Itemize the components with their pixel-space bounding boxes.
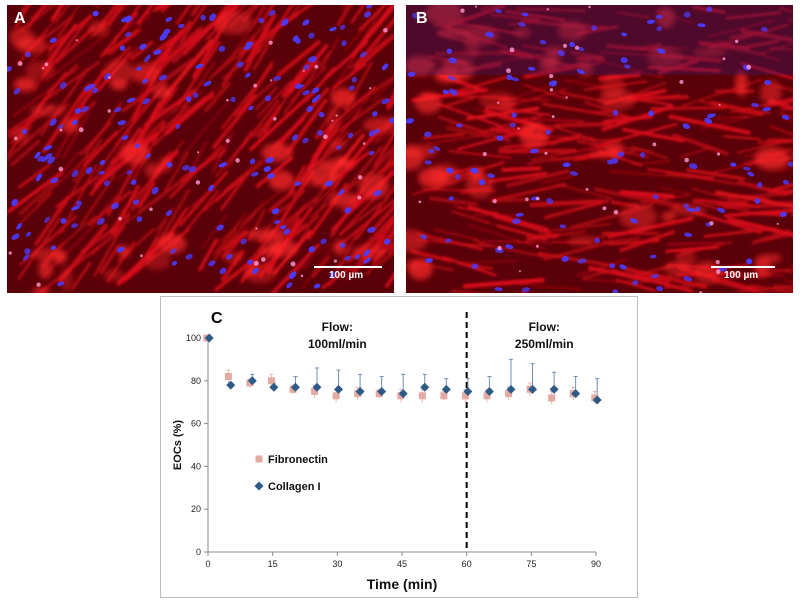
data-point bbox=[550, 385, 559, 394]
scale-label-b: 100 µm bbox=[724, 270, 758, 281]
y-tick-label: 100 bbox=[186, 333, 201, 343]
scale-bar-a bbox=[314, 266, 382, 268]
flow-annotation-title-1: Flow: bbox=[322, 320, 353, 334]
scale-label-a: 100 µm bbox=[329, 270, 363, 281]
x-tick-label: 30 bbox=[332, 559, 342, 569]
micrograph-panel-b: B 100 µm bbox=[406, 5, 793, 293]
data-point bbox=[548, 394, 555, 401]
data-point bbox=[225, 373, 232, 380]
y-tick-label: 20 bbox=[191, 504, 201, 514]
y-tick-label: 60 bbox=[191, 419, 201, 429]
x-tick-label: 60 bbox=[462, 559, 472, 569]
micrograph-a-image bbox=[7, 5, 394, 293]
flow-annotation-rate-1: 100ml/min bbox=[308, 337, 367, 351]
y-tick-label: 80 bbox=[191, 376, 201, 386]
legend-marker bbox=[255, 482, 264, 491]
y-axis-label: EOCs (%) bbox=[172, 420, 184, 470]
panel-a-letter: A bbox=[14, 10, 26, 28]
data-point bbox=[226, 381, 235, 390]
x-axis-label: Time (min) bbox=[367, 576, 438, 592]
data-point bbox=[420, 383, 429, 392]
panel-c-letter: C bbox=[211, 310, 223, 327]
x-tick-label: 90 bbox=[591, 559, 601, 569]
y-tick-label: 40 bbox=[191, 461, 201, 471]
legend-label: Fibronectin bbox=[268, 454, 328, 466]
x-tick-label: 75 bbox=[526, 559, 536, 569]
flow-annotation-title-2: Flow: bbox=[529, 320, 560, 334]
panel-b-letter: B bbox=[416, 10, 428, 28]
eoc-retention-chart: C 0 20 40 60 80 100 0 15 30 45 60 75 90 Time (min) EOC… bbox=[161, 297, 637, 597]
flow-annotation-rate-2: 250ml/min bbox=[515, 337, 574, 351]
data-point bbox=[419, 392, 426, 399]
scale-bar-b bbox=[711, 266, 775, 268]
micrograph-panel-a: A 100 µm bbox=[7, 5, 394, 293]
y-tick-label: 0 bbox=[196, 547, 201, 557]
legend-marker bbox=[256, 456, 263, 463]
legend-label: Collagen I bbox=[268, 481, 321, 493]
x-tick-label: 45 bbox=[397, 559, 407, 569]
x-tick-label: 0 bbox=[205, 559, 210, 569]
micrograph-b-image bbox=[406, 5, 793, 293]
x-tick-label: 15 bbox=[268, 559, 278, 569]
chart-panel-c: C 0 20 40 60 80 100 0 15 30 45 60 75 90 Time (min) EOC… bbox=[160, 296, 638, 598]
